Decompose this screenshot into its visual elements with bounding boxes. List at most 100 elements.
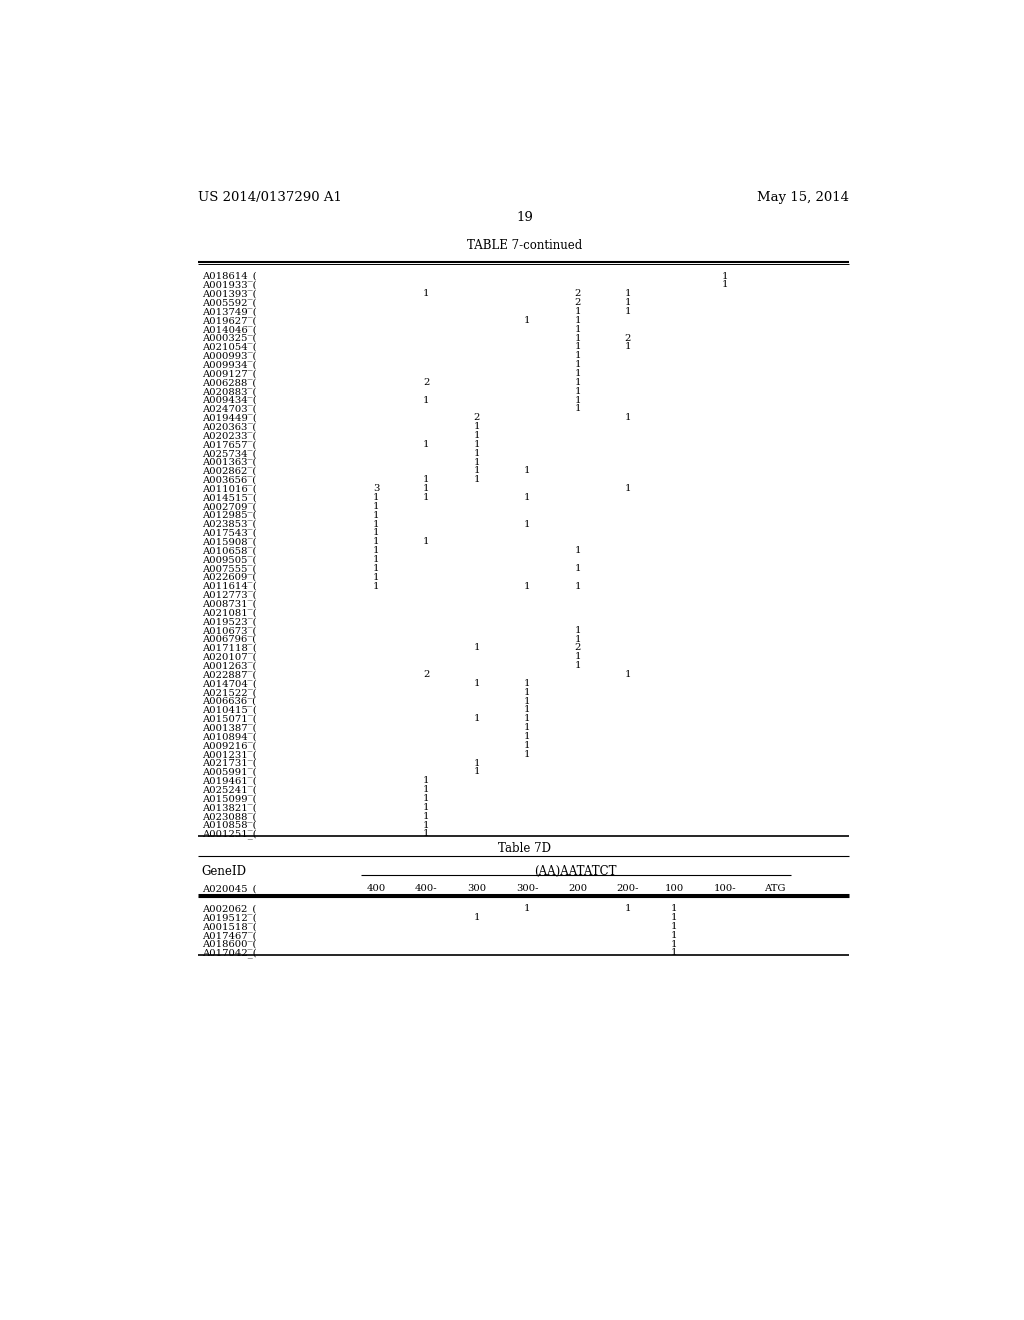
Text: 1: 1 — [524, 466, 530, 475]
Text: A025734_(: A025734_( — [202, 449, 256, 458]
Text: 1: 1 — [524, 697, 530, 706]
Text: 1: 1 — [524, 315, 530, 325]
Text: 1: 1 — [671, 913, 678, 923]
Text: 1: 1 — [423, 795, 430, 803]
Text: 2: 2 — [423, 378, 429, 387]
Text: A012985_(: A012985_( — [202, 511, 256, 520]
Text: A010415_(: A010415_( — [202, 705, 256, 715]
Text: 1: 1 — [574, 342, 581, 351]
Text: A017467_(: A017467_( — [202, 931, 256, 941]
Text: A001251_(: A001251_( — [202, 829, 256, 840]
Text: 1: 1 — [574, 564, 581, 573]
Text: 1: 1 — [574, 351, 581, 360]
Text: A003656_(: A003656_( — [202, 475, 256, 484]
Text: 1: 1 — [524, 714, 530, 723]
Text: 1: 1 — [625, 484, 631, 494]
Text: 1: 1 — [473, 430, 480, 440]
Text: A015099_(: A015099_( — [202, 795, 256, 804]
Text: A001393_(: A001393_( — [202, 289, 256, 300]
Text: A019461_(: A019461_( — [202, 776, 256, 787]
Text: A007555_(: A007555_( — [202, 564, 256, 574]
Text: (AA)AATATCT: (AA)AATATCT — [535, 865, 616, 878]
Text: 1: 1 — [524, 688, 530, 697]
Text: A014704_(: A014704_( — [202, 678, 256, 689]
Text: 1: 1 — [373, 554, 379, 564]
Text: 1: 1 — [473, 440, 480, 449]
Text: 1: 1 — [524, 741, 530, 750]
Text: 2: 2 — [574, 289, 581, 298]
Text: 1: 1 — [524, 705, 530, 714]
Text: 400-: 400- — [415, 884, 437, 894]
Text: A010673_(: A010673_( — [202, 626, 256, 636]
Text: 1: 1 — [473, 714, 480, 723]
Text: 300: 300 — [467, 884, 486, 894]
Text: 19: 19 — [516, 211, 534, 224]
Text: 1: 1 — [423, 289, 430, 298]
Text: A005991_(: A005991_( — [202, 767, 256, 777]
Text: A013749_(: A013749_( — [202, 308, 256, 317]
Text: A001518_(: A001518_( — [202, 921, 256, 932]
Text: 3: 3 — [373, 484, 379, 494]
Text: Table 7D: Table 7D — [499, 842, 551, 855]
Text: A001363_(: A001363_( — [202, 458, 256, 467]
Text: 1: 1 — [473, 475, 480, 484]
Text: A020107_(: A020107_( — [202, 652, 256, 663]
Text: A021522_(: A021522_( — [202, 688, 256, 697]
Text: 1: 1 — [373, 511, 379, 520]
Text: 1: 1 — [625, 342, 631, 351]
Text: A019449_(: A019449_( — [202, 413, 256, 424]
Text: 1: 1 — [574, 635, 581, 644]
Text: 1: 1 — [524, 750, 530, 759]
Text: A009434_(: A009434_( — [202, 396, 256, 405]
Text: 1: 1 — [423, 776, 430, 785]
Text: 1: 1 — [473, 759, 480, 768]
Text: A020045_(: A020045_( — [202, 884, 256, 894]
Text: 1: 1 — [373, 564, 379, 573]
Text: A017118_(: A017118_( — [202, 644, 256, 653]
Text: 1: 1 — [574, 582, 581, 590]
Text: 1: 1 — [574, 396, 581, 404]
Text: ATG: ATG — [764, 884, 785, 894]
Text: 1: 1 — [423, 821, 430, 829]
Text: 1: 1 — [423, 812, 430, 821]
Text: 1: 1 — [373, 573, 379, 582]
Text: 1: 1 — [524, 492, 530, 502]
Text: A010894_(: A010894_( — [202, 733, 256, 742]
Text: A009216_(: A009216_( — [202, 741, 256, 751]
Text: 1: 1 — [423, 829, 430, 838]
Text: A006796_(: A006796_( — [202, 635, 256, 644]
Text: 2: 2 — [574, 298, 581, 308]
Text: 1: 1 — [473, 913, 480, 923]
Text: 400: 400 — [367, 884, 386, 894]
Text: A002862_(: A002862_( — [202, 466, 256, 477]
Text: 1: 1 — [524, 723, 530, 733]
Text: A009934_(: A009934_( — [202, 360, 256, 370]
Text: 1: 1 — [423, 440, 430, 449]
Text: 1: 1 — [423, 785, 430, 795]
Text: 1: 1 — [574, 334, 581, 343]
Text: 1: 1 — [574, 315, 581, 325]
Text: 1: 1 — [722, 280, 728, 289]
Text: 1: 1 — [524, 582, 530, 590]
Text: A002062_(: A002062_( — [202, 904, 256, 913]
Text: 2: 2 — [625, 334, 631, 343]
Text: A001263_(: A001263_( — [202, 661, 256, 671]
Text: A014046_(: A014046_( — [202, 325, 256, 334]
Text: 1: 1 — [373, 537, 379, 546]
Text: A020883_(: A020883_( — [202, 387, 256, 396]
Text: A010658_(: A010658_( — [202, 546, 256, 556]
Text: 1: 1 — [473, 767, 480, 776]
Text: A006288_(: A006288_( — [202, 378, 256, 388]
Text: A006636_(: A006636_( — [202, 697, 256, 706]
Text: A008731_(: A008731_( — [202, 599, 256, 609]
Text: TABLE 7-continued: TABLE 7-continued — [467, 239, 583, 252]
Text: A015908_(: A015908_( — [202, 537, 256, 546]
Text: 1: 1 — [373, 582, 379, 590]
Text: 2: 2 — [473, 413, 480, 422]
Text: 1: 1 — [524, 520, 530, 528]
Text: 1: 1 — [473, 458, 480, 466]
Text: 1: 1 — [574, 360, 581, 370]
Text: A001231_(: A001231_( — [202, 750, 256, 759]
Text: 2: 2 — [574, 644, 581, 652]
Text: A002709_(: A002709_( — [202, 502, 256, 512]
